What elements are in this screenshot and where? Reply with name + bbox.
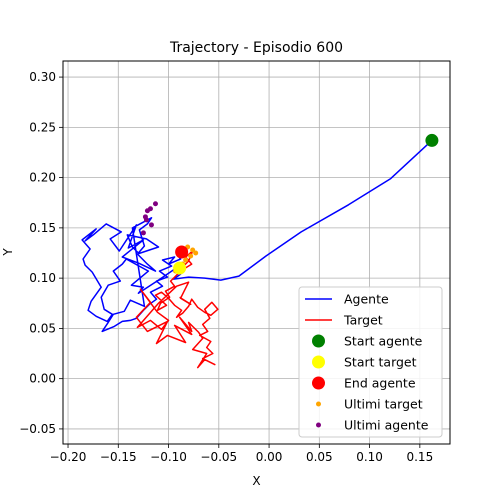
axis-ticks: −0.20 −0.15 −0.10 −0.05 0.00 0.05 0.10 0.15 −0.0… [19,70,433,464]
legend-ultimi-agente-swatch [316,422,321,428]
legend-start-target-label: Start target [344,355,417,370]
legend-ultimi-target-swatch [316,401,321,407]
ultimi-agente-point [152,201,158,207]
legend-start-agente-label: Start agente [344,334,423,349]
x-tick-label: −0.10 [150,450,187,464]
legend-end-agente-label: End agente [344,376,416,391]
plot-series [81,133,439,369]
x-tick-label: −0.20 [50,450,87,464]
ultimi-target-point [188,253,194,259]
y-tick-label: 0.00 [29,372,56,386]
ultimi-agente-point [148,222,154,228]
ultimi-target-point [190,247,196,253]
y-tick-label: 0.10 [29,271,56,285]
y-tick-label: 0.30 [29,70,56,84]
y-axis-label: Y [1,248,15,257]
end-agente-marker [175,245,189,259]
start-target-marker [173,261,187,275]
y-tick-label: 0.20 [29,171,56,185]
y-tick-label: 0.05 [29,321,56,335]
y-tick-label: 0.15 [29,221,56,235]
x-tick-label: 0.10 [356,450,383,464]
ultimi-target-point [183,257,189,263]
axes-frame [62,60,451,445]
ultimi-agente-point [142,214,148,220]
legend-target-label: Target [343,313,383,328]
chart-title: Trajectory - Episodio 600 [169,40,343,56]
x-axis-label: X [252,474,260,488]
legend-box [298,286,443,438]
ultimi-agente-point [144,208,150,214]
legend-ultimi-agente-label: Ultimi agente [344,418,429,433]
legend-agente-label: Agente [344,292,389,307]
x-tick-label: 0.15 [406,450,433,464]
legend-start-agente-swatch [312,334,325,348]
y-tick-label: −0.05 [19,422,56,436]
start-agente-marker [425,133,439,147]
x-tick-label: 0.05 [306,450,333,464]
legend-ultimi-target-label: Ultimi target [344,397,423,412]
x-tick-label: −0.15 [100,450,137,464]
legend-end-agente-swatch [312,376,325,390]
legend: Agente Target Start agente Start target End … [298,286,443,438]
ultimi-agente-point [140,230,146,236]
x-tick-label: −0.05 [200,450,237,464]
target-line [135,250,219,369]
y-tick-label: 0.25 [29,120,56,134]
legend-start-target-swatch [312,355,325,369]
legend-items: Agente Target Start agente Start target End … [305,292,429,433]
x-tick-label: 0.00 [256,450,283,464]
